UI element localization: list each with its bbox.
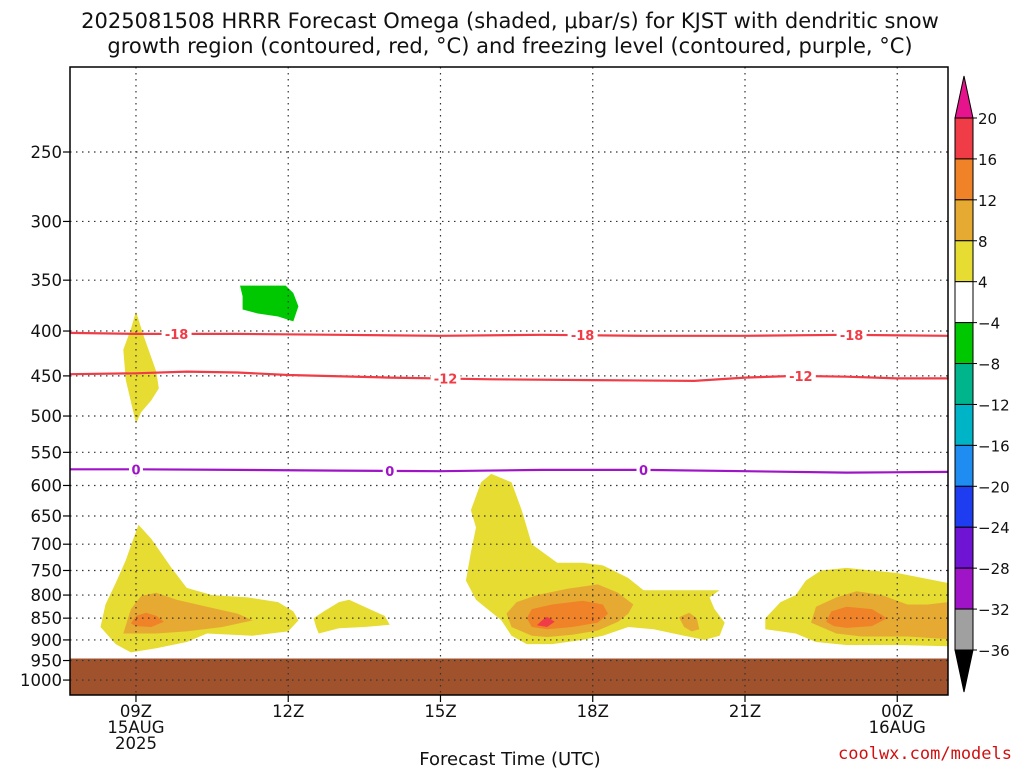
y-tick-label-550: 550: [31, 443, 63, 462]
colorbar-bin-4: [954, 240, 974, 283]
x-tick-label-09Z-1: 09Z: [120, 702, 152, 721]
colorbar-label-9: −16: [978, 437, 1010, 455]
omega-shaded-region-5: [313, 599, 390, 634]
contour-label-bg--12-1: [430, 371, 461, 386]
colorbar-bin-8: [954, 403, 974, 446]
colorbar-label-7: −8: [978, 356, 1000, 374]
x-tick-label-09Z-2: 15AUG: [107, 718, 164, 737]
y-tick-label-500: 500: [31, 407, 63, 426]
colorbar-label-4: 8: [978, 233, 988, 251]
colorbar-label-10: −20: [978, 478, 1010, 496]
contour-label--18-1: -18: [165, 328, 189, 343]
y-tick-label-350: 350: [31, 271, 63, 290]
colorbar-label-11: −24: [978, 519, 1010, 537]
contour-line-0: [70, 468, 949, 474]
colorbar-bin-1: [954, 117, 974, 160]
y-tick-label-400: 400: [31, 322, 63, 341]
colorbar-bin-12: [954, 567, 974, 610]
contour-label-bg--12-2: [785, 368, 816, 383]
x-axis-label: Forecast Time (UTC): [419, 749, 600, 768]
colorbar-bin-5: [954, 281, 974, 324]
colorbar-label-12: −28: [978, 560, 1010, 578]
colorbar-bin-2: [954, 158, 974, 201]
colorbar-bottom-arrow: [954, 649, 974, 693]
y-tick-label-850: 850: [31, 609, 63, 628]
x-tick-label-21Z-1: 21Z: [729, 702, 761, 721]
contour-layer: -18 -18 -18 -12 -12 0 0 0: [69, 326, 949, 480]
y-tick-label-750: 750: [31, 561, 63, 580]
below-ground-surface: [70, 658, 948, 695]
plot-frame: [69, 66, 949, 696]
y-tick-label-900: 900: [31, 631, 63, 650]
y-tick-label-250: 250: [31, 143, 63, 162]
contour-line--12: [69, 370, 948, 383]
x-tick-label-12Z-1: 12Z: [272, 702, 304, 721]
colorbar-bin-3: [954, 199, 974, 242]
y-tick-label-1000: 1000: [20, 671, 62, 690]
chart-title-line-2: growth region (contoured, red, °C) and f…: [107, 34, 912, 58]
colorbar-label-14: −36: [978, 642, 1010, 660]
colorbar-bin-13: [954, 608, 974, 651]
colorbar-label-13: −32: [978, 601, 1010, 619]
chart-title-line-1: 2025081508 HRRR Forecast Omega (shaded, …: [81, 9, 939, 33]
contour-label-0-1: 0: [131, 463, 140, 478]
contour-label--18-2: -18: [571, 329, 595, 344]
site-credit: coolwx.com/models: [838, 744, 1012, 764]
omega-shading-layer: [100, 285, 948, 653]
contour-label-bg--18-1: [161, 326, 192, 341]
y-tick-label-800: 800: [31, 586, 63, 605]
y-tick-label-950: 950: [31, 652, 63, 671]
colorbar-bin-11: [954, 526, 974, 569]
contour-label-0-2: 0: [385, 465, 394, 480]
colorbar-bin-7: [954, 363, 974, 405]
omega-colorbar: 20 16 12 8 4 −4 −8 −12 −16 −20 −24 −28 −32 −36: [954, 75, 1010, 693]
omega-shaded-region-14: [240, 285, 299, 322]
colorbar-bin-10: [954, 485, 974, 528]
x-tick-label-00Z-1: 00Z: [881, 702, 913, 721]
contour-label--18-3: -18: [840, 329, 864, 344]
contour-label-bg-0-1: [128, 462, 143, 477]
omega-shaded-region-10: [679, 612, 700, 632]
y-tick-label-600: 600: [31, 476, 63, 495]
colorbar-label-3: 12: [978, 192, 997, 210]
x-tick-label-00Z-2: 16AUG: [869, 718, 926, 737]
colorbar-label-1: 20: [978, 110, 997, 128]
x-tick-label-09Z-3: 2025: [115, 734, 157, 753]
contour-label-bg-0-2: [382, 463, 397, 478]
colorbar-top-arrow: [954, 75, 974, 119]
contour-label--12-2: -12: [789, 370, 813, 385]
colorbar-label-5: 4: [978, 274, 988, 292]
x-tick-label-15Z-1: 15Z: [424, 702, 456, 721]
contour-line--18: [69, 331, 949, 337]
colorbar-bin-6: [954, 322, 974, 365]
pressure-axis: 250 300 350 400 450 500 550 600 650 700 750 800 850 9…: [20, 143, 70, 690]
colorbar-bin-9: [954, 444, 974, 487]
colorbar-label-8: −12: [978, 396, 1010, 414]
colorbar-label-6: −4: [978, 315, 1000, 333]
contour-label-bg-0-3: [636, 462, 651, 477]
colorbar-label-2: 16: [978, 151, 997, 169]
omega-shaded-region-13: [826, 606, 888, 628]
omega-shaded-region-3: [130, 612, 164, 627]
y-tick-label-700: 700: [31, 535, 63, 554]
y-tick-label-650: 650: [31, 507, 63, 526]
contour-label--12-1: -12: [434, 373, 458, 388]
x-tick-label-18Z-1: 18Z: [577, 702, 609, 721]
omega-shaded-region-4: [123, 311, 159, 424]
contour-label-0-3: 0: [639, 464, 648, 479]
y-tick-label-450: 450: [31, 367, 63, 386]
grid-layer: [70, 67, 948, 695]
contour-label-bg--18-3: [836, 327, 867, 342]
contour-label-bg--18-2: [567, 328, 598, 343]
y-tick-label-300: 300: [31, 212, 63, 231]
omega-shaded-region-9: [536, 616, 555, 627]
